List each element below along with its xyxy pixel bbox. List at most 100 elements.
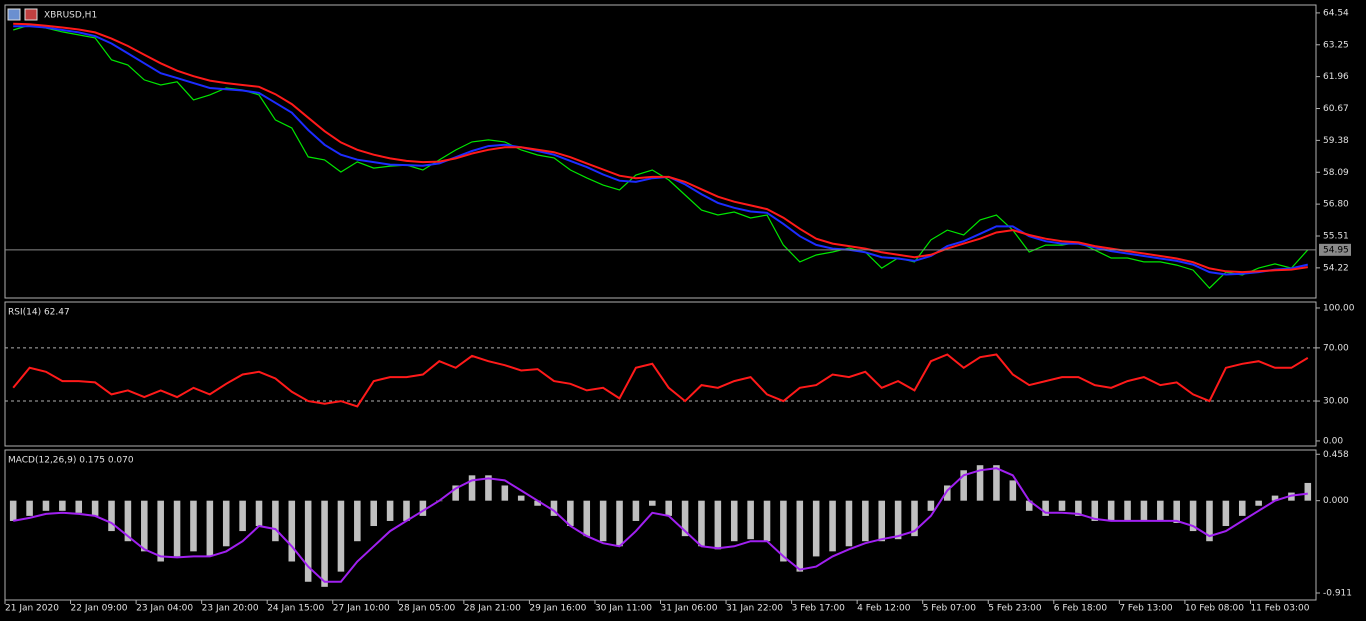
histogram-bar: [321, 500, 328, 587]
x-tick-label: 28 Jan 05:00: [398, 604, 455, 614]
histogram-bar: [665, 500, 672, 516]
histogram-bar: [1189, 500, 1197, 532]
pane-title: MACD(12,26,9) 0.175 0.070: [8, 456, 134, 466]
histogram-bar: [141, 500, 148, 552]
histogram-bar: [42, 500, 50, 511]
histogram-bar: [894, 500, 902, 540]
histogram-bar: [845, 500, 853, 547]
x-tick-label: 10 Feb 08:00: [1185, 604, 1244, 614]
y-tick-label: 0.000: [1323, 496, 1349, 506]
histogram-bar: [337, 500, 345, 572]
histogram-bar: [190, 500, 197, 552]
histogram-bar: [386, 500, 394, 521]
histogram-bar: [927, 500, 935, 511]
x-tick-label: 27 Jan 10:00: [333, 604, 390, 614]
y-tick-label: 64.54: [1323, 8, 1349, 18]
x-tick-label: 5 Feb 23:00: [988, 604, 1042, 614]
histogram-bar: [632, 500, 640, 521]
histogram-bar: [1107, 500, 1115, 521]
x-tick-label: 6 Feb 18:00: [1054, 604, 1108, 614]
histogram-bar: [534, 500, 541, 506]
y-tick-label: 56.80: [1323, 200, 1349, 210]
histogram-bar: [59, 500, 66, 511]
histogram-bar: [583, 500, 591, 537]
histogram-bar: [485, 475, 492, 501]
y-tick-label: 55.51: [1323, 231, 1349, 241]
x-tick-label: 4 Feb 12:00: [857, 604, 911, 614]
x-tick-label: 24 Jan 15:00: [267, 604, 324, 614]
price-label: 54.95: [1323, 245, 1349, 255]
histogram-bar: [730, 500, 738, 542]
x-tick-label: 11 Feb 03:00: [1250, 604, 1309, 614]
histogram-bar: [567, 500, 574, 527]
histogram-bar: [1124, 500, 1131, 521]
histogram-bar: [616, 500, 623, 547]
histogram-bar: [796, 500, 804, 572]
histogram-bar: [91, 500, 99, 516]
histogram-bar: [1157, 500, 1164, 521]
histogram-bar: [1206, 500, 1213, 542]
pane-title: RSI(14) 62.47: [8, 308, 70, 318]
x-tick-label: 29 Jan 16:00: [529, 604, 586, 614]
histogram-bar: [304, 500, 312, 582]
histogram-bar: [354, 500, 361, 542]
pane-frame: [4, 301, 1317, 447]
y-tick-label: 60.67: [1323, 104, 1349, 114]
y-tick-label: -0.911: [1323, 589, 1352, 599]
histogram-bar: [501, 485, 509, 501]
histogram-bar: [993, 465, 1000, 501]
histogram-bar: [681, 500, 689, 537]
series-line: [13, 467, 1308, 583]
series-line: [13, 22, 1308, 274]
histogram-bar: [1058, 500, 1066, 511]
histogram-bar: [9, 500, 17, 521]
histogram-bar: [1075, 500, 1082, 516]
pane-frame: [4, 4, 1317, 299]
histogram-bar: [206, 500, 214, 557]
y-tick-label: 54.22: [1323, 263, 1349, 273]
histogram-bar: [108, 500, 115, 532]
y-tick-label: 63.25: [1323, 40, 1349, 50]
y-tick-label: 58.09: [1323, 168, 1349, 178]
histogram-bar: [75, 500, 83, 513]
y-tick-label: 61.96: [1323, 72, 1349, 82]
histogram-bar: [747, 500, 754, 540]
histogram-bar: [419, 500, 427, 516]
histogram-bar: [878, 500, 886, 542]
x-tick-label: 23 Jan 04:00: [136, 604, 193, 614]
histogram-bar: [468, 475, 476, 501]
histogram-bar: [124, 500, 132, 542]
histogram-bar: [960, 470, 967, 501]
histogram-bar: [780, 500, 787, 562]
x-tick-label: 22 Jan 09:00: [71, 604, 128, 614]
x-tick-label: 21 Jan 2020: [5, 604, 59, 614]
histogram-bar: [1140, 500, 1148, 521]
histogram-bar: [288, 500, 296, 562]
histogram-bar: [599, 500, 607, 542]
histogram-bar: [452, 485, 459, 501]
histogram-bar: [911, 500, 918, 537]
histogram-bar: [714, 500, 722, 550]
histogram-bar: [1042, 500, 1049, 516]
histogram-bar: [763, 500, 771, 542]
x-tick-label: 7 Feb 13:00: [1119, 604, 1173, 614]
x-tick-label: 31 Jan 06:00: [661, 604, 718, 614]
series-line: [13, 24, 1309, 289]
histogram-bar: [812, 500, 820, 557]
histogram-bar: [173, 500, 181, 557]
histogram-bar: [239, 500, 246, 532]
histogram-bar: [1238, 500, 1246, 516]
histogram-bar: [1255, 500, 1262, 506]
histogram-bar: [698, 500, 705, 547]
histogram-bar: [944, 485, 951, 501]
histogram-bar: [1009, 480, 1017, 501]
histogram-bar: [26, 500, 33, 516]
histogram-bar: [1173, 500, 1180, 523]
price-label-box: [1319, 243, 1351, 256]
y-tick-label: 0.458: [1323, 450, 1349, 460]
window-icon: [7, 8, 21, 21]
y-tick-label: 100.00: [1323, 303, 1355, 313]
histogram-bar: [550, 500, 558, 516]
histogram-bar: [157, 500, 164, 562]
histogram-bar: [1304, 482, 1312, 501]
